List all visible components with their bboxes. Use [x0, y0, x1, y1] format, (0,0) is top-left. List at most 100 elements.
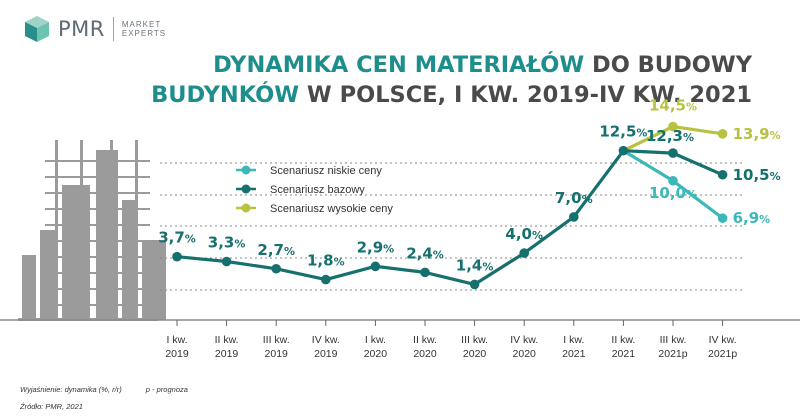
data-label: 12,5%: [599, 123, 647, 141]
x-tick-label: IV kw. 2019: [312, 334, 340, 360]
grid-lines: [0, 162, 800, 321]
data-point: [668, 121, 678, 132]
data-label: 3,7%: [158, 229, 196, 247]
title-line2-teal: BUDYNKÓW: [151, 82, 300, 108]
x-tick-label-line: I kw.: [563, 334, 584, 346]
data-label-unit: %: [433, 248, 444, 261]
legend: Scenariusz niskie ceny Scenariusz bazowy S…: [236, 165, 393, 215]
data-label: 12,3%: [646, 127, 694, 145]
data-label-value: 2,9: [357, 238, 384, 256]
x-tick-label: III kw. 2019: [263, 334, 290, 360]
data-label-value: 3,7: [158, 229, 185, 247]
x-tick-label: IV kw. 2020: [510, 334, 538, 360]
building-floor: [45, 240, 150, 242]
data-label-value: 3,3: [208, 234, 235, 252]
data-label-unit: %: [532, 229, 543, 242]
x-tick-label-line: 2021p: [708, 348, 737, 360]
legend-swatch-marker: [241, 203, 251, 213]
building-block: [40, 230, 58, 320]
legend-item-label: Scenariusz niskie ceny: [270, 165, 382, 177]
data-point: [271, 263, 282, 274]
data-labels: 10,0%6,9%3,7% 3,3% 2,7%1,8%2,9% 2,4%1,4%4,0…: [158, 97, 780, 275]
data-point: [321, 274, 331, 285]
data-label-unit: %: [770, 129, 781, 142]
x-tick-label-line: 2021: [562, 348, 586, 360]
building-column: [55, 140, 58, 320]
x-tick-label-line: III kw.: [461, 334, 488, 346]
x-tick-label-line: II kw.: [215, 334, 239, 346]
data-label: 14,5%: [649, 97, 697, 115]
x-tick-label-line: 2021p: [658, 348, 687, 360]
data-label-unit: %: [759, 213, 770, 226]
data-point: [172, 251, 182, 262]
building-illustration: [18, 140, 166, 321]
building-floor: [45, 176, 150, 178]
data-label-value: 4,0: [505, 225, 532, 243]
data-point: [717, 169, 728, 180]
x-tick-label-line: III kw.: [263, 334, 290, 346]
x-tick-label-line: 2019: [265, 348, 289, 360]
data-label-value: 10,5: [733, 166, 770, 184]
title-line1-dark: DO BUDOWY: [592, 52, 752, 78]
title-line2-dark: W POLSCE, I KW. 2019-IV KW. 2021: [306, 82, 752, 108]
data-point: [717, 213, 728, 223]
data-point: [221, 256, 232, 267]
x-tick-label-line: II kw.: [413, 334, 437, 346]
data-label-value: 1,4: [456, 256, 483, 274]
building-floor: [45, 224, 150, 226]
data-label-unit: %: [582, 193, 593, 206]
building-floor: [45, 208, 150, 210]
x-tick-label-line: 2020: [364, 348, 388, 360]
building-column: [80, 140, 83, 320]
data-label-value: 13,9: [733, 125, 770, 143]
data-label: 2,7%: [257, 241, 295, 259]
x-tick-label: I kw. 2021: [562, 334, 586, 360]
data-point: [569, 212, 579, 222]
data-label: 6,9%: [733, 209, 771, 227]
legend-swatch-marker: [241, 184, 251, 194]
data-label-value: 14,5: [649, 97, 686, 115]
pmr-cube-icon: [25, 16, 49, 42]
x-tick-label: II kw. 2019: [215, 334, 239, 360]
building-block: [62, 185, 90, 320]
chart-title: DYNAMIKA CEN MATERIAŁÓW DO BUDOWY BUDYNK…: [151, 50, 752, 110]
data-label-unit: %: [770, 170, 781, 183]
x-tick-label: II kw. 2020: [413, 334, 437, 360]
footer-source: Źródło: PMR, 2021: [20, 402, 83, 411]
data-point: [717, 128, 728, 139]
building-floor: [45, 304, 150, 306]
x-tick-label: III kw. 2021p: [658, 334, 687, 360]
building-floor: [45, 256, 150, 258]
data-label: 10,5%: [733, 166, 781, 184]
x-axis-labels: I kw. 2019 II kw. 2019 III kw. 2019 IV kw. 2019…: [165, 320, 737, 360]
x-tick-label-line: IV kw.: [510, 334, 538, 346]
data-label-value: 7,0: [555, 189, 582, 207]
x-tick-label-line: II kw.: [611, 334, 635, 346]
x-tick-label: I kw. 2019: [165, 334, 189, 360]
data-point: [668, 175, 678, 186]
data-label: 1,4%: [456, 256, 494, 274]
x-tick-label: IV kw. 2021p: [708, 334, 737, 360]
building-floor: [45, 192, 150, 194]
footer-forecast: p - prognoza: [145, 385, 188, 394]
data-label-unit: %: [334, 256, 345, 269]
x-tick-label-line: 2020: [513, 348, 537, 360]
building-block: [22, 255, 36, 320]
data-label-value: 10,0: [649, 184, 686, 202]
data-label-unit: %: [482, 260, 493, 273]
x-tick-label-line: I kw.: [365, 334, 386, 346]
title-line1-teal: DYNAMIKA CEN MATERIAŁÓW: [213, 52, 585, 78]
logo-divider: [112, 17, 114, 41]
x-tick-label-line: 2020: [413, 348, 437, 360]
logo-name: PMR: [58, 17, 105, 41]
building-column: [135, 140, 138, 320]
data-point: [420, 267, 430, 278]
x-tick-label-line: 2019: [314, 348, 338, 360]
x-tick-label-line: IV kw.: [312, 334, 340, 346]
data-point: [469, 279, 480, 290]
data-label-unit: %: [686, 188, 697, 201]
data-label-unit: %: [185, 233, 196, 246]
x-tick-label-line: 2019: [215, 348, 239, 360]
data-label: 7,0%: [555, 189, 593, 207]
